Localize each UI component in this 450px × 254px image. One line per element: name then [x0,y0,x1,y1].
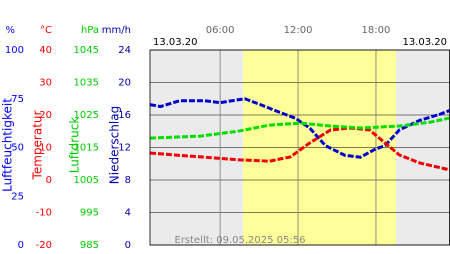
y-tick-label: 1035 [74,78,99,89]
y-tick-label: 40 [39,45,52,56]
y-tick-label: 25 [11,191,24,202]
y-tick-label: 16 [118,110,131,121]
date-right: 13.03.20 [402,37,447,48]
y-tick-label: 4 [125,208,131,219]
series-line [149,126,450,172]
date-left: 13.03.20 [153,37,198,48]
y-tick-label: 20 [118,78,131,89]
y-tick-label: 30 [39,78,52,89]
axis-unit: mm/h [102,25,131,36]
y-tick-label: 12 [118,143,131,154]
x-tick-label: 06:00 [206,25,235,36]
axis-title: Luftfeuchtigkeit [1,98,15,192]
y-tick-label: 995 [80,208,99,219]
y-tick-label: 0 [18,240,24,250]
axis-title: Niederschlag [108,106,122,184]
axis-unit: % [5,25,15,36]
x-tick-label: 18:00 [362,25,391,36]
y-tick-label: 50 [11,143,24,154]
y-tick-label: 0 [46,175,52,186]
y-tick-label: 985 [80,240,99,250]
x-tick-label: 12:00 [284,25,313,36]
y-tick-label: 24 [118,45,131,56]
footer: Erstellt: 09.05.2025 05:56 [175,235,306,246]
y-tick-label: 75 [11,94,24,105]
y-tick-label: 8 [125,175,131,186]
y-tick-label: 1045 [74,45,99,56]
y-tick-label: 0 [125,240,131,250]
axis-title: Luftdruck [68,117,82,174]
series-line [149,97,450,159]
y-tick-label: 1025 [74,110,99,121]
axis-title: Temperatur [31,110,45,180]
series-line [149,116,450,140]
y-tick-label: -20 [36,240,52,250]
y-tick-label: 10 [39,143,52,154]
y-tick-label: -10 [36,208,52,219]
axis-unit: °C [40,25,52,36]
y-tick-label: 20 [39,110,52,121]
y-tick-label: 1015 [74,143,99,154]
axis-unit: hPa [81,25,99,36]
y-tick-label: 1005 [74,175,99,186]
y-tick-label: 100 [5,45,24,56]
